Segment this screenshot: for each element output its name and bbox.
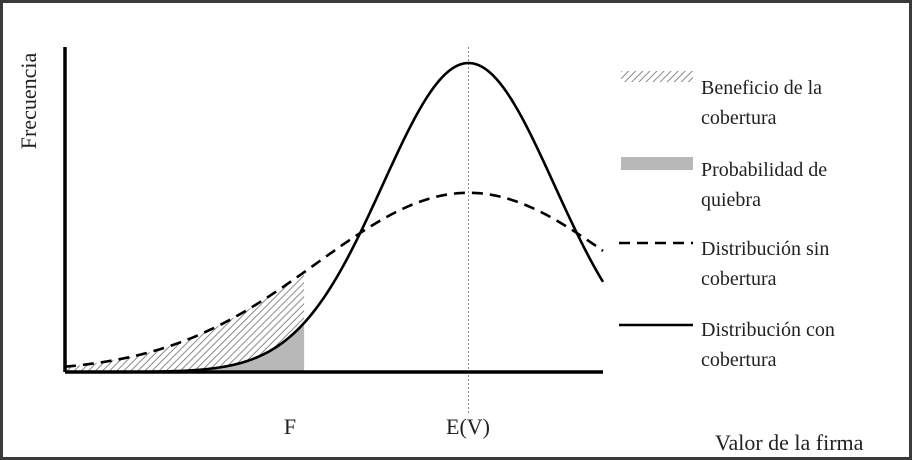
legend-key-gray <box>621 157 693 170</box>
default-probability-area <box>65 322 305 372</box>
x-axis-label: Valor de la firma <box>715 430 864 455</box>
legend-label-default-line1: Probabilidad de <box>701 159 827 181</box>
legend: Beneficio de la cobertura Probabilidad d… <box>619 71 835 371</box>
legend-label-unhedged-line1: Distribución sin <box>701 238 829 260</box>
x-tick-label-f: F <box>284 414 296 439</box>
unhedged-distribution-curve <box>64 191 604 369</box>
legend-label-hedged-line2: cobertura <box>701 349 777 371</box>
legend-label-hedged-line1: Distribución con <box>701 319 835 341</box>
y-axis-label: Frecuencia <box>16 53 41 150</box>
legend-label-unhedged-line2: cobertura <box>701 268 777 290</box>
x-tick-label-ev: E(V) <box>446 414 490 439</box>
legend-label-benefit-line1: Beneficio de la <box>701 77 822 99</box>
benefit-area <box>65 272 305 372</box>
chart: Frecuencia Valor de la firma F E(V) Bene… <box>16 47 864 455</box>
hedged-distribution-curve <box>64 61 605 374</box>
legend-key-hatched <box>621 71 693 82</box>
legend-label-default-line2: quiebra <box>701 189 761 211</box>
legend-label-benefit-line2: cobertura <box>701 107 777 129</box>
